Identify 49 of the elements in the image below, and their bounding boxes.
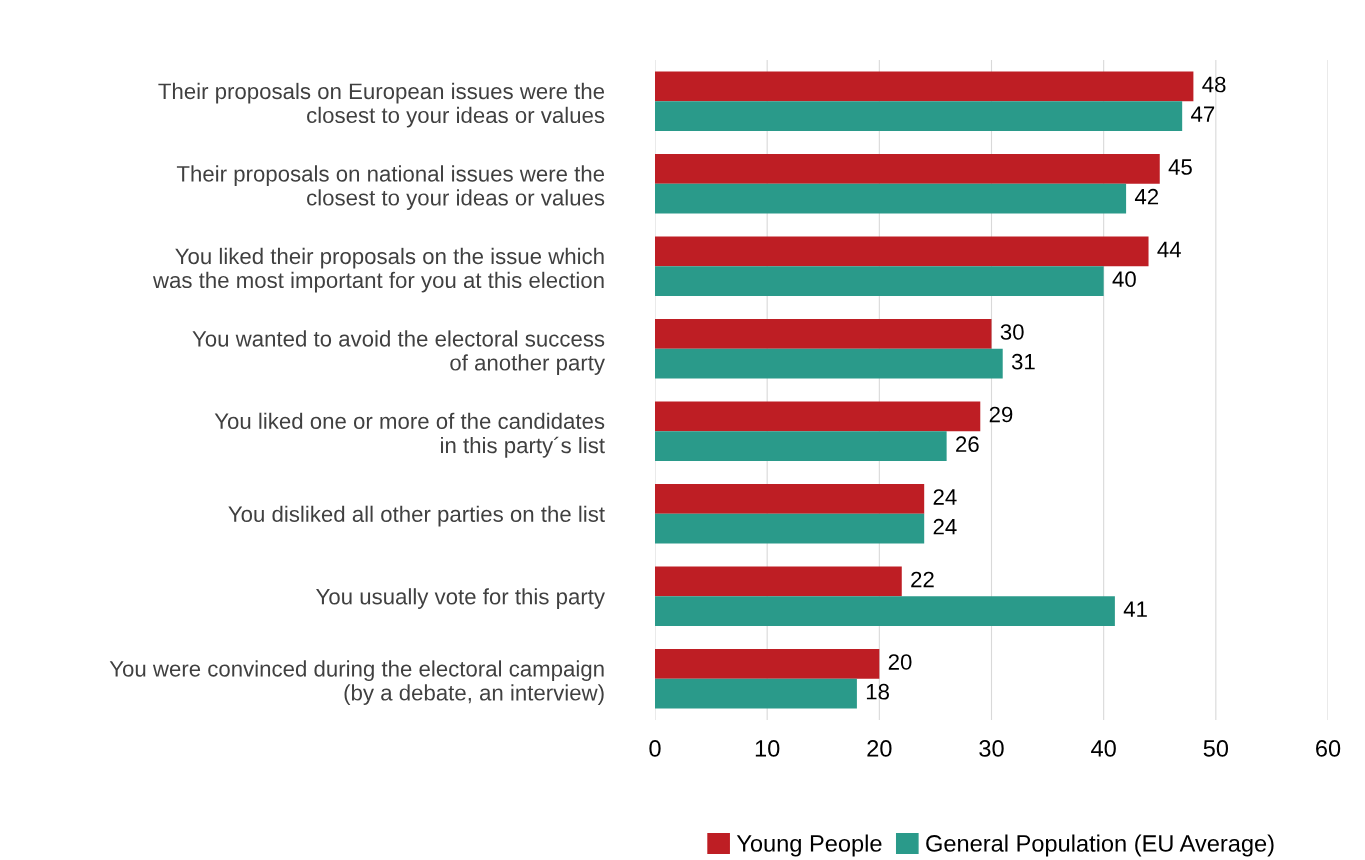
data-label: 29 bbox=[989, 406, 1013, 423]
bar bbox=[655, 183, 1127, 214]
bar bbox=[655, 566, 902, 597]
x-tick-label: 0 bbox=[649, 740, 661, 757]
data-label: 31 bbox=[1011, 353, 1035, 370]
y-tick-label: Their proposals on European issues were the closest to your ideas or values bbox=[158, 82, 605, 128]
bar bbox=[655, 101, 1183, 131]
x-tick-label: 30 bbox=[979, 740, 1004, 757]
data-label: 44 bbox=[1157, 241, 1181, 258]
y-tick-label: You were convinced during the electoral campaign (by a debate, an interview) bbox=[109, 660, 604, 705]
data-label: 47 bbox=[1191, 106, 1215, 122]
x-tick-label: 20 bbox=[867, 740, 892, 757]
data-label: 30 bbox=[1000, 324, 1024, 340]
data-label: 26 bbox=[956, 436, 979, 453]
data-label: 41 bbox=[1123, 601, 1147, 617]
data-label: 40 bbox=[1112, 271, 1136, 288]
bar bbox=[655, 71, 1194, 102]
y-tick-label: You liked their proposals on the issue which was the most important for you at this election bbox=[152, 247, 604, 293]
x-tick-label: 50 bbox=[1203, 740, 1229, 757]
data-label: 24 bbox=[933, 518, 957, 535]
bar bbox=[655, 649, 880, 679]
legend-label: General Population (EU Average) bbox=[926, 834, 1274, 857]
bar bbox=[655, 154, 1160, 184]
bar bbox=[655, 678, 857, 709]
data-label: 18 bbox=[866, 683, 889, 700]
bar bbox=[655, 484, 925, 514]
data-label: 45 bbox=[1168, 159, 1192, 175]
data-label: 22 bbox=[911, 571, 934, 588]
x-tick-label: 40 bbox=[1091, 740, 1116, 757]
bar bbox=[655, 596, 1115, 626]
data-label: 48 bbox=[1202, 76, 1226, 93]
data-label: 24 bbox=[933, 489, 957, 505]
bar bbox=[655, 319, 992, 349]
y-tick-label: You wanted to avoid the electoral success of another party bbox=[192, 330, 605, 375]
bar bbox=[655, 236, 1149, 267]
bar bbox=[655, 401, 981, 432]
y-tick-label: You disliked all other parties on the list bbox=[228, 505, 605, 527]
data-label: 42 bbox=[1134, 188, 1159, 205]
x-tick-label: 10 bbox=[755, 740, 780, 757]
y-tick-label: You usually vote for this party bbox=[316, 588, 605, 609]
data-label: 20 bbox=[888, 654, 912, 670]
y-tick-label: Their proposals on national issues were the closest to your ideas or values bbox=[176, 165, 605, 210]
y-tick-label: You liked one or more of the candidates in this party´s list bbox=[214, 412, 605, 458]
x-tick-label: 60 bbox=[1316, 740, 1341, 757]
bar bbox=[655, 431, 947, 461]
legend-label: Young People bbox=[736, 834, 882, 857]
bar bbox=[655, 513, 925, 544]
bar bbox=[655, 266, 1104, 296]
bar bbox=[655, 348, 1003, 379]
